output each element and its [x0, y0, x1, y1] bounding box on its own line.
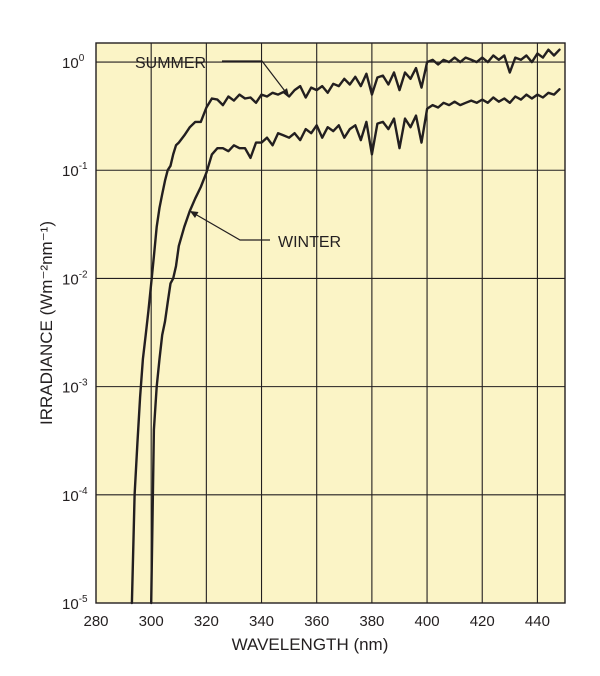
y-tick-label: 10-2: [62, 269, 88, 288]
x-tick-label: 340: [249, 613, 274, 630]
y-tick-label: 100: [62, 53, 85, 72]
y-tick-labels: 10-5 10-4 10-3 10-2 10-1 100: [62, 53, 88, 613]
annotation-arrowhead: [281, 88, 290, 97]
annotation-winter: WINTER: [278, 234, 341, 251]
x-tick-label: 440: [525, 613, 550, 630]
x-tick-label: 320: [194, 613, 219, 630]
y-tick-label: 10-3: [62, 378, 88, 397]
annotations: SUMMER WINTER: [135, 55, 341, 251]
plot-background: [96, 43, 565, 603]
x-tick-label: 360: [304, 613, 329, 630]
x-tick-labels: 280 300 320 340 360 380 400 420 440: [83, 613, 549, 630]
x-tick-label: 300: [139, 613, 164, 630]
series-lines: [130, 48, 561, 605]
annotation-leader-winter: [189, 210, 270, 241]
x-axis-label: WAVELENGTH (nm): [232, 635, 389, 654]
plot-frame: [95, 42, 566, 604]
x-tick-label: 400: [415, 613, 440, 630]
y-tick-label: 10-4: [62, 486, 88, 505]
annotation-arrowhead: [189, 211, 199, 218]
y-tick-label: 10-5: [62, 594, 88, 613]
x-tick-label: 420: [470, 613, 495, 630]
series-line-summer: [130, 48, 561, 605]
annotation-leader-summer: [222, 60, 290, 97]
x-tick-label: 380: [359, 613, 384, 630]
x-tick-label: 280: [83, 613, 108, 630]
y-tick-label: 10-1: [62, 161, 88, 180]
annotation-summer: SUMMER: [135, 55, 206, 72]
y-axis-label: IRRADIANCE (Wm⁻²nm⁻¹): [37, 221, 56, 425]
series-line-winter: [149, 88, 561, 605]
